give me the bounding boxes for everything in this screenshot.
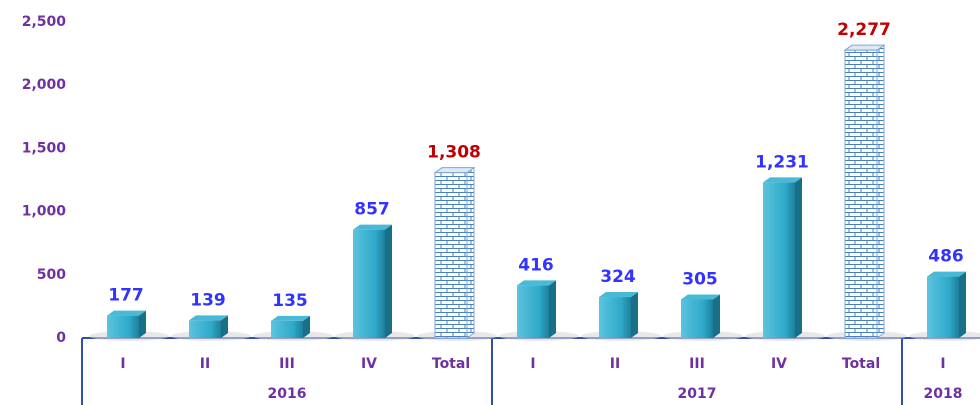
- bar-side: [795, 177, 802, 338]
- x-tick-label: IV: [361, 356, 377, 372]
- bar-side: [713, 294, 720, 338]
- y-tick-label: 1,000: [22, 204, 67, 220]
- value-label: 139: [190, 290, 226, 310]
- bar: [927, 277, 959, 338]
- bar-side: [877, 45, 884, 338]
- bar: [845, 50, 877, 338]
- value-label: 857: [354, 200, 390, 220]
- x-tick-label: Total: [842, 356, 880, 372]
- value-label: 305: [682, 269, 718, 289]
- y-tick-label: 0: [56, 330, 66, 346]
- value-label: 1,231: [755, 152, 809, 172]
- y-tick-label: 2,500: [22, 14, 67, 30]
- group-label: 2018: [924, 386, 963, 402]
- value-label: 486: [928, 247, 964, 267]
- value-label: 1,308: [427, 143, 481, 163]
- bar-side: [549, 280, 556, 338]
- bar-side: [467, 168, 474, 338]
- value-label: 2,277: [837, 20, 891, 40]
- x-tick-label: I: [120, 356, 125, 372]
- value-label: 324: [600, 267, 636, 287]
- x-tick-label: III: [279, 356, 295, 372]
- value-label: 135: [272, 291, 308, 311]
- bar-top: [435, 168, 474, 173]
- x-tick-label: Total: [432, 356, 470, 372]
- bar: [681, 299, 713, 338]
- bar-side: [959, 272, 966, 338]
- x-tick-label: I: [530, 356, 535, 372]
- x-tick-label: II: [610, 356, 620, 372]
- x-tick-label: I: [940, 356, 945, 372]
- chart: 0 500 1,000 1,500 2,000 2,500 2016 2017 2018 I 177…: [0, 0, 980, 405]
- bar: [107, 316, 139, 338]
- x-tick-label: III: [689, 356, 705, 372]
- group-label: 2017: [678, 386, 717, 402]
- bar: [599, 297, 631, 338]
- value-label: 416: [518, 255, 554, 275]
- bar: [435, 173, 467, 338]
- group-label: 2016: [268, 386, 307, 402]
- bar: [189, 320, 221, 338]
- y-tick-label: 2,000: [22, 77, 67, 93]
- bar: [763, 182, 795, 338]
- bar-side: [385, 225, 392, 338]
- bar: [517, 285, 549, 338]
- bar: [271, 321, 303, 338]
- y-tick-label: 1,500: [22, 140, 67, 156]
- bar-side: [631, 292, 638, 338]
- y-tick-label: 500: [37, 267, 66, 283]
- x-tick-label: II: [200, 356, 210, 372]
- bar-top: [845, 45, 884, 50]
- bar: [353, 230, 385, 338]
- value-label: 177: [108, 286, 144, 306]
- x-tick-label: IV: [771, 356, 787, 372]
